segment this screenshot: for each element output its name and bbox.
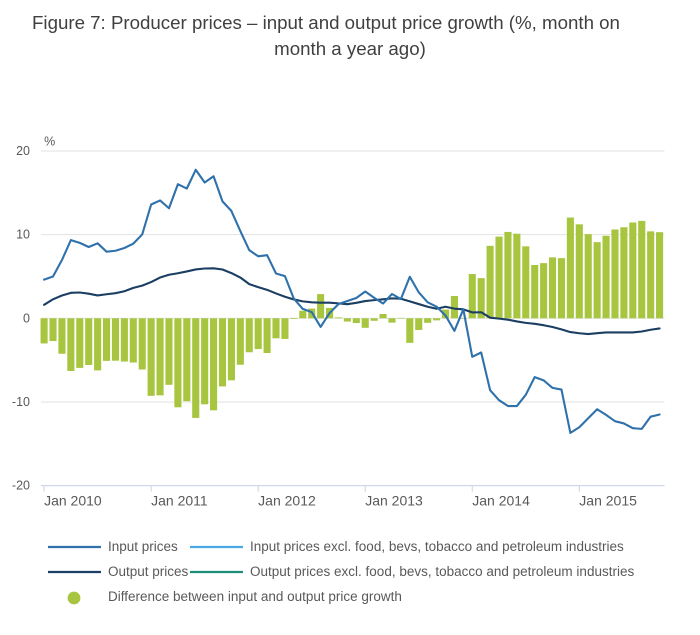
svg-text:Input prices excl. food, bevs,: Input prices excl. food, bevs, tobacco a… <box>250 539 624 554</box>
svg-text:Input prices: Input prices <box>108 539 178 554</box>
svg-text:Output prices excl. food, bevs: Output prices excl. food, bevs, tobacco … <box>250 564 634 579</box>
svg-text:Difference between input and o: Difference between input and output pric… <box>108 589 402 604</box>
svg-text:Output prices: Output prices <box>108 564 189 579</box>
